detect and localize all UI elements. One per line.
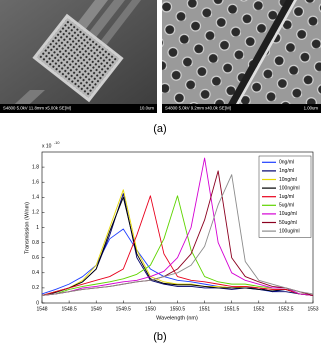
x-axis-label: Wavelength (nm) — [156, 315, 198, 321]
y-multiplier: x 10 — [42, 143, 52, 149]
y-tick-label: 0.4 — [32, 270, 39, 276]
x-tick-label: 1551 — [199, 306, 210, 312]
legend-label: 0ng/ml — [279, 160, 294, 166]
y-tick-label: 1.4 — [32, 195, 39, 201]
legend-label: 10ng/ml — [279, 177, 297, 183]
legend-label: 100ug/ml — [279, 228, 300, 234]
line-series — [41, 195, 314, 296]
x-tick-label: 1552 — [253, 306, 264, 312]
legend-label: 50ug/ml — [279, 220, 297, 226]
x-tick-label: 1549.5 — [116, 306, 132, 312]
legend-label: 1ng/ml — [279, 168, 294, 174]
x-tick-label: 1552.5 — [278, 306, 294, 312]
line-series — [41, 174, 314, 296]
sem-scale: 1.00um — [304, 106, 319, 111]
x-tick-label: 1553 — [307, 306, 318, 312]
y-tick-label: 0.8 — [32, 240, 39, 246]
sem-info: S4800 5.0kV 9.2mm x40.0k SE(M) — [165, 106, 232, 111]
sem-scale: 10.0um — [140, 106, 155, 111]
x-tick-label: 1549 — [91, 306, 102, 312]
sem-image-left: S4800 5.0kV 11.8mm x5.00k SE(M) 10.0um — [0, 0, 157, 113]
panel-label: (b) — [153, 331, 166, 343]
x-tick-label: 1548.5 — [61, 306, 77, 312]
legend-label: 5ug/ml — [279, 203, 294, 209]
y-multiplier-exponent: -10 — [54, 141, 60, 145]
y-tick-label: 0.2 — [32, 285, 39, 291]
y-tick-label: 0 — [36, 300, 39, 306]
y-tick-label: 1 — [36, 225, 39, 231]
sem-image-right: S4800 5.0kV 9.2mm x40.0k SE(M) 1.00um — [162, 0, 321, 113]
x-tick-label: 1551.5 — [224, 306, 240, 312]
y-tick-label: 0.6 — [32, 255, 39, 261]
sem-info: S4800 5.0kV 11.8mm x5.00k SE(M) — [3, 106, 72, 111]
y-axis-label: Transmission (W/nm) — [24, 202, 30, 254]
legend-label: 1ug/ml — [279, 194, 294, 200]
y-tick-label: 1.6 — [32, 180, 39, 186]
legend-label: 100ng/ml — [279, 185, 300, 191]
line-series — [41, 195, 314, 296]
x-tick-label: 1550.5 — [170, 306, 186, 312]
x-tick-label: 1548 — [36, 306, 47, 312]
x-tick-label: 1550 — [145, 306, 156, 312]
legend-label: 10ug/ml — [279, 211, 297, 217]
line-series — [41, 157, 314, 296]
y-tick-label: 1.2 — [32, 210, 39, 216]
y-tick-label: 1.8 — [32, 164, 39, 170]
line-series — [41, 196, 314, 296]
line-series — [41, 228, 314, 296]
panel-label: (a) — [153, 123, 166, 135]
